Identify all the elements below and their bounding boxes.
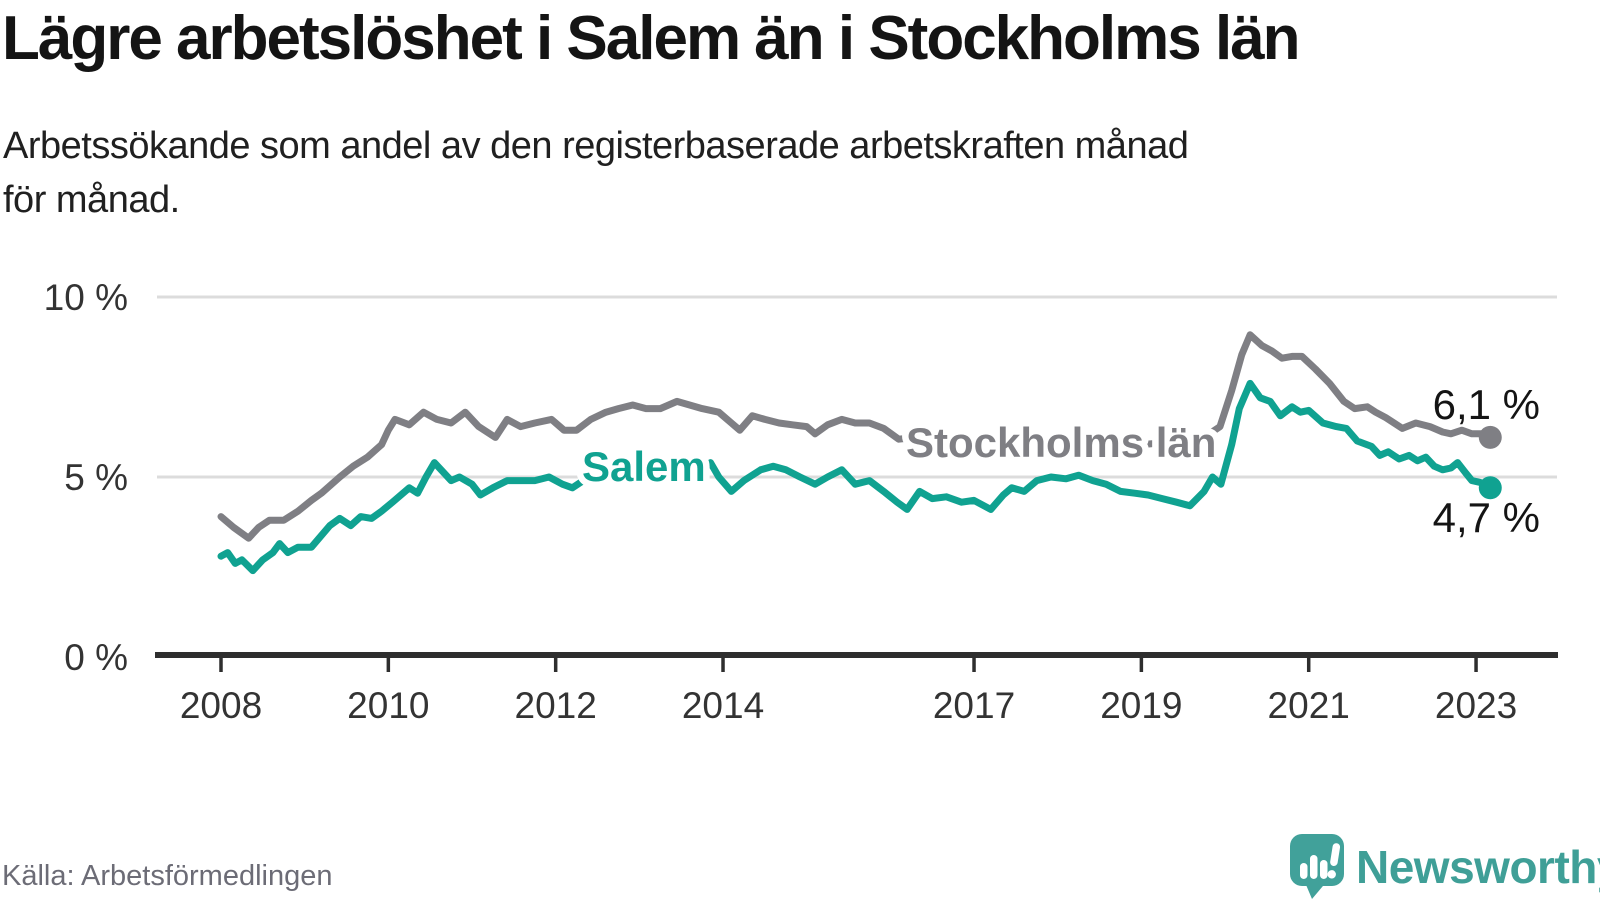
end-value-stockholms-lan: 6,1 % xyxy=(1433,381,1540,428)
series-end-dots xyxy=(1478,425,1502,500)
x-tick-label-2012: 2012 xyxy=(515,685,597,726)
y-tick-label-5: 5 % xyxy=(64,457,128,498)
x-tick-label-2021: 2021 xyxy=(1268,685,1350,726)
x-axis: 2008 2010 2012 2014 2017 2019 2021 2023 xyxy=(155,652,1558,726)
gridlines: 0 % 5 % 10 % xyxy=(44,277,1557,678)
x-tick-label-2019: 2019 xyxy=(1100,685,1182,726)
end-dot-stockholms-län xyxy=(1478,425,1502,449)
brand-wordmark: Newsworthy xyxy=(1356,841,1600,893)
newsworthy-logo-icon xyxy=(1290,834,1344,899)
chart-subtitle-line2: för månad. xyxy=(3,178,180,221)
x-tick-label-2017: 2017 xyxy=(933,685,1015,726)
y-tick-label-10: 10 % xyxy=(44,277,128,318)
source-note: Källa: Arbetsförmedlingen xyxy=(2,860,333,892)
chart-subtitle-line1: Arbetssökande som andel av den registerb… xyxy=(3,125,1189,167)
x-tick-label-2023: 2023 xyxy=(1435,685,1517,726)
series-lines xyxy=(217,331,1494,575)
series-label-stockholms-lan: Stockholms län xyxy=(906,419,1216,466)
chart-title: Lägre arbetslöshet i Salem än i Stockhol… xyxy=(2,4,1301,73)
y-tick-label-0: 0 % xyxy=(64,637,128,678)
line-salem xyxy=(217,379,1494,575)
x-tick-label-2010: 2010 xyxy=(347,685,429,726)
x-tick-label-2014: 2014 xyxy=(682,685,764,726)
end-value-salem: 4,7 % xyxy=(1433,494,1540,541)
line-stockholms-län xyxy=(217,331,1494,542)
brand-lockup: Newsworthy xyxy=(1288,832,1600,900)
x-tick-label-2008: 2008 xyxy=(180,685,262,726)
chart-subtitle: Arbetssökande som andel av den registerb… xyxy=(3,120,1563,228)
end-dot-salem xyxy=(1478,476,1502,500)
series-label-salem: Salem xyxy=(582,443,706,490)
